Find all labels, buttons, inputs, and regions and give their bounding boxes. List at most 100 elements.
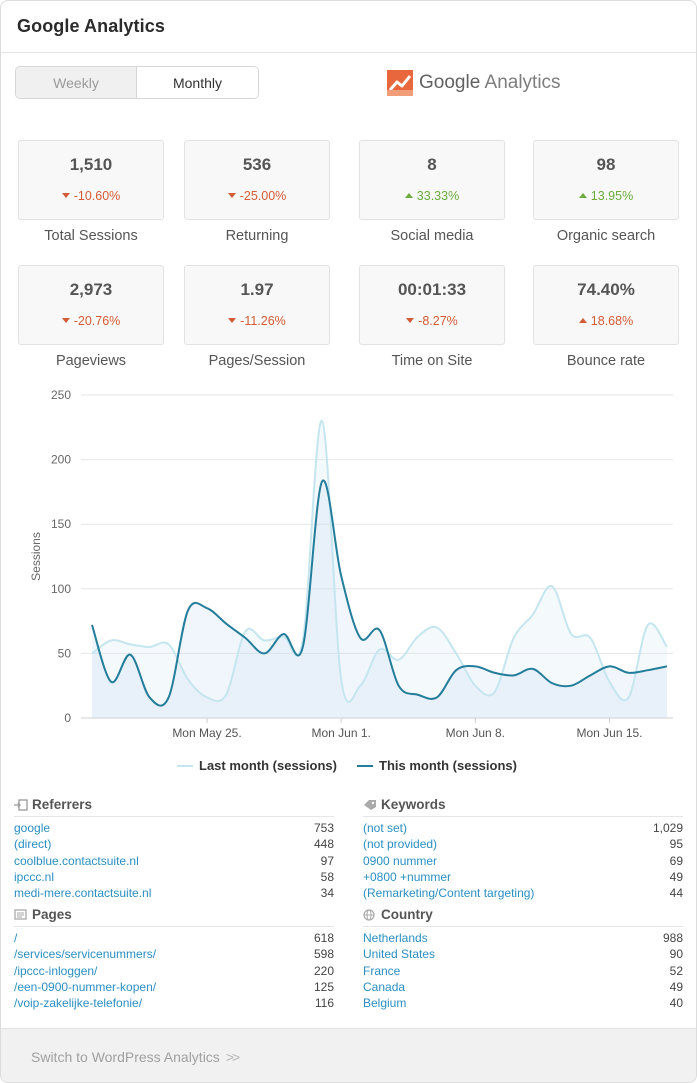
row-value: 52 [669,963,683,978]
down-arrow-icon [61,193,70,198]
down-arrow-icon [227,193,236,198]
monthly-tab[interactable]: Monthly [137,67,258,98]
row-link[interactable]: coolblue.contactsuite.nl [14,853,139,868]
row-link[interactable]: / [14,931,18,945]
row-link[interactable]: Netherlands [363,931,428,945]
stat-change: -20.76% [19,314,163,330]
keywords-table: Keywords (not set) 1,029 (not provided) 95… [363,797,683,901]
double-chevron-right-icon: >> [225,1049,240,1065]
x-tick-label: Mon Jun 15. [576,726,642,740]
referrers-title: Referrers [32,797,93,812]
row-value: 95 [669,837,683,852]
table-row: coolblue.contactsuite.nl 97 [14,853,334,869]
table-row: Belgium 40 [363,995,683,1011]
series-line-this-month [91,479,668,707]
period-toggle: Weekly Monthly [15,66,259,99]
table-row: Netherlands 988 [363,930,683,946]
table-row: (not provided) 95 [363,836,683,852]
pages-header: Pages [14,907,334,927]
table-row: United States 90 [363,946,683,962]
row-link[interactable]: (not set) [363,821,408,835]
stat-label: Time on Site [391,353,473,369]
table-row: (not set) 1,029 [363,820,683,836]
row-link[interactable]: google [14,821,51,835]
stat-box: 00:01:33 -8.27% [359,265,505,345]
country-title: Country [381,907,433,922]
stat-box: 8 33.33% [359,140,505,220]
row-link[interactable]: Canada [363,979,406,994]
row-link[interactable]: /services/servicenummers/ [14,947,157,962]
stat-value: 8 [427,155,437,174]
stat-value: 536 [242,155,272,174]
row-link[interactable]: United States [363,947,436,962]
row-link[interactable]: /een-0900-nummer-kopen/ [14,979,157,994]
down-arrow-icon [228,318,237,323]
stat-bounce-rate: 74.40% 18.68% Bounce rate [533,265,679,369]
stat-social-media: 8 33.33% Social media [359,140,505,244]
row-value: 69 [669,853,683,868]
table-row: +0800 +nummer 49 [363,869,683,885]
stat-change: 33.33% [360,189,504,205]
row-value: 49 [669,869,683,884]
weekly-tab[interactable]: Weekly [16,67,137,98]
stat-box: 98 13.95% [533,140,679,220]
row-link[interactable]: +0800 +nummer [363,869,452,884]
stat-label: Organic search [556,228,656,244]
pages-table: Pages /618 /services/servicenummers/598 … [14,907,334,1011]
row-link[interactable]: France [363,963,401,978]
row-link[interactable]: ipccc.nl [14,869,55,884]
table-row: (direct) 448 [14,836,334,852]
row-link[interactable]: 0900 nummer [363,853,438,868]
stat-change: -8.27% [360,314,504,330]
logo-analytics-word: Analytics [484,72,561,93]
table-row: Canada 49 [363,979,683,995]
stat-label: Social media [390,228,474,244]
stat-pageviews: 2,973 -20.76% Pageviews [18,265,164,369]
table-row: 0900 nummer 69 [363,853,683,869]
row-link[interactable]: /ipccc-inloggen/ [14,963,98,978]
stat-change: -25.00% [185,189,329,205]
table-row: /voip-zakelijke-telefonie/116 [14,995,334,1011]
stat-value: 74.40% [577,280,635,299]
globe-icon [363,908,375,921]
stat-value: 00:01:33 [397,280,467,299]
row-value: 40 [669,996,683,1011]
stat-value: 2,973 [69,280,113,299]
logo-google-word: Google [419,72,481,93]
row-value: 116 [314,996,334,1011]
row-link[interactable]: medi-mere.contactsuite.nl [14,886,152,901]
row-link[interactable]: (not provided) [363,837,438,852]
widget-header: Google Analytics [1,1,696,53]
row-link[interactable]: (direct) [14,837,52,852]
referrers-icon [14,798,28,811]
row-link[interactable]: (Remarketing/Content targeting) [363,886,535,901]
stat-box: 536 -25.00% [184,140,330,220]
country-table: Country Netherlands 988 United States 90 F… [363,907,683,1011]
stat-box: 1,510 -10.60% [18,140,164,220]
row-value: 44 [669,886,683,901]
stat-label: Returning [225,228,289,244]
row-value: 90 [669,947,683,962]
row-value: 618 [313,931,334,945]
stat-label: Bounce rate [566,353,646,369]
stat-label: Total Sessions [44,228,138,244]
row-value: 125 [313,979,334,994]
widget-title: Google Analytics [17,16,165,36]
widget-footer: Switch to WordPress Analytics >> [1,1028,696,1082]
referrers-table: Referrers google 753 (direct) 448 coolblue… [14,797,334,901]
stat-box: 74.40% 18.68% [533,265,679,345]
stat-change: 18.68% [534,314,678,330]
table-row: (Remarketing/Content targeting) 44 [363,885,683,901]
stat-time-on-site: 00:01:33 -8.27% Time on Site [359,265,505,369]
y-tick-label: 200 [51,453,71,467]
pages-icon [14,908,27,920]
table-row: France 52 [363,963,683,979]
y-tick-label: 150 [51,517,71,531]
logo-text: Google Analytics [419,72,561,94]
row-link[interactable]: Belgium [363,996,407,1011]
row-link[interactable]: /voip-zakelijke-telefonie/ [14,996,143,1011]
row-value: 220 [313,963,334,978]
stat-value: 1,510 [69,155,113,174]
switch-to-wordpress-analytics-link[interactable]: Switch to WordPress Analytics >> [31,1049,240,1065]
